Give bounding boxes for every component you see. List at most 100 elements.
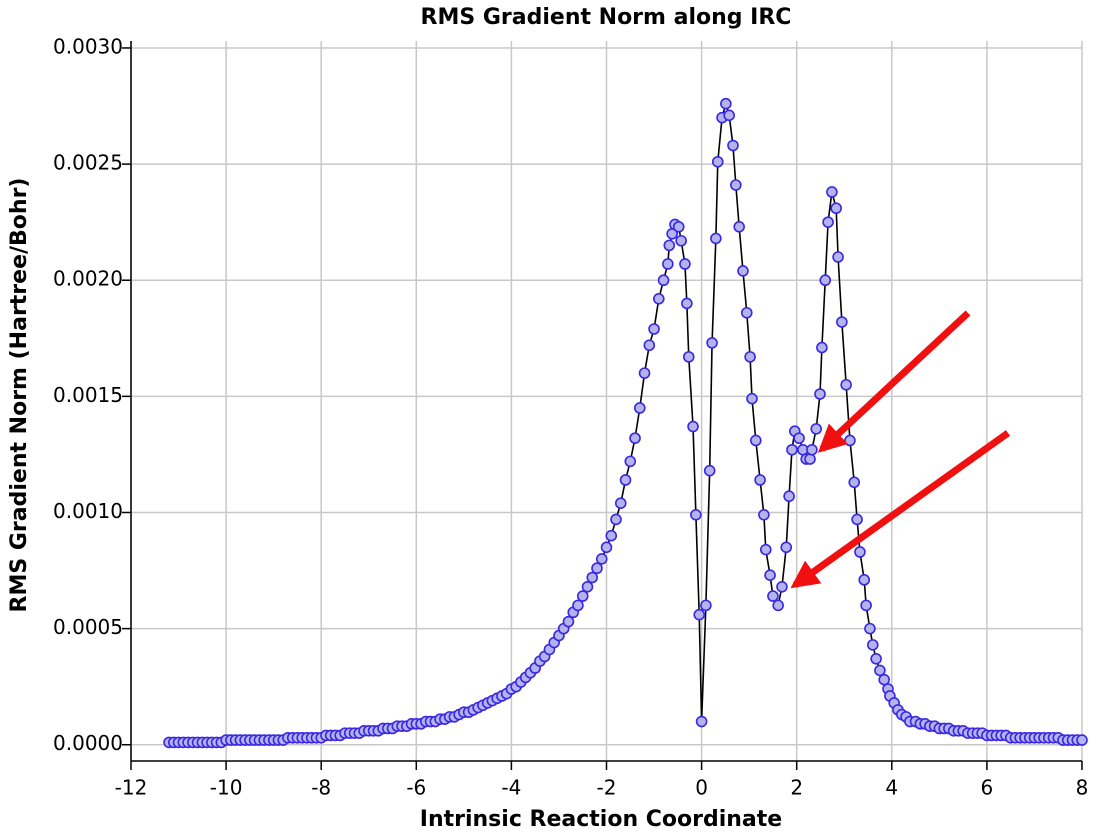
data-point xyxy=(822,216,834,228)
y-tick-label: 0.0030 xyxy=(53,34,123,58)
data-point xyxy=(679,258,691,270)
data-point xyxy=(629,432,641,444)
y-tick-label: 0.0020 xyxy=(53,267,123,291)
data-point xyxy=(858,574,871,586)
data-point xyxy=(586,571,599,584)
data-point xyxy=(662,258,674,270)
data-point xyxy=(562,615,575,628)
data-point xyxy=(595,553,608,565)
y-tick-label: 0.0005 xyxy=(53,615,123,639)
data-point xyxy=(819,274,832,287)
data-point xyxy=(614,497,627,509)
data-point xyxy=(746,392,758,405)
data-point xyxy=(737,265,749,277)
data-point xyxy=(610,513,622,526)
data-point xyxy=(633,402,646,414)
plot xyxy=(163,97,1088,749)
data-point xyxy=(864,622,876,635)
x-axis-title: Intrinsic Reaction Coordinate xyxy=(420,807,782,832)
data-point xyxy=(675,234,687,247)
data-point xyxy=(848,476,861,489)
data-point xyxy=(810,423,822,435)
data-point xyxy=(816,341,828,354)
annotation-arrow xyxy=(790,430,1011,589)
data-point xyxy=(619,474,632,486)
x-tick-label: -6 xyxy=(406,776,426,800)
x-tick-label: 0 xyxy=(695,776,708,800)
data-point xyxy=(806,443,818,456)
data-point xyxy=(605,529,618,542)
x-tick-label: -8 xyxy=(311,776,331,800)
data-point xyxy=(730,179,742,191)
data-point xyxy=(663,239,676,252)
data-point xyxy=(682,351,695,363)
data-point xyxy=(836,316,848,328)
chart-title: RMS Gradient Norm along IRC xyxy=(421,5,792,30)
x-tick-label: 8 xyxy=(1076,776,1089,800)
data-point xyxy=(740,306,753,319)
data-point xyxy=(832,251,844,263)
data-point xyxy=(772,599,784,612)
data-point xyxy=(695,715,708,728)
data-point xyxy=(581,581,594,593)
data-point xyxy=(711,155,724,168)
data-point xyxy=(804,453,816,465)
data-point xyxy=(854,546,866,558)
data-point xyxy=(870,653,882,665)
data-point xyxy=(814,388,826,400)
data-point xyxy=(793,432,805,444)
data-point xyxy=(727,139,739,152)
y-tick-label: 0.0015 xyxy=(53,383,123,407)
data-point xyxy=(638,367,651,379)
data-point xyxy=(851,513,863,526)
data-point xyxy=(744,351,756,363)
data-point xyxy=(830,202,842,215)
x-tick-label: 6 xyxy=(981,776,994,800)
data-point xyxy=(758,509,770,521)
data-point xyxy=(1076,734,1088,746)
data-point xyxy=(860,599,872,612)
data-point xyxy=(672,221,685,233)
x-tick-label: -12 xyxy=(115,776,148,800)
data-point xyxy=(786,443,798,456)
data-point xyxy=(643,339,656,352)
data-point xyxy=(759,543,772,556)
data-point xyxy=(826,186,838,198)
data-point xyxy=(690,509,702,521)
annotation-arrow xyxy=(817,310,971,453)
data-point xyxy=(576,590,589,602)
data-point xyxy=(653,293,665,305)
data-point xyxy=(780,541,793,554)
x-tick-label: -2 xyxy=(597,776,617,800)
axes: -12 -10 -8 -6 -4 -2 0 2 4 6 8 0.0000 0.0005 0.0010 0.0… xyxy=(53,34,1088,799)
data-point xyxy=(866,639,879,651)
y-tick-label: 0.0025 xyxy=(53,151,123,175)
data-point xyxy=(591,562,603,575)
data-point xyxy=(700,599,712,612)
data-point xyxy=(703,464,716,477)
data-point xyxy=(754,474,766,486)
data-point xyxy=(648,323,660,335)
data-point xyxy=(572,599,584,612)
data-point xyxy=(840,378,852,391)
data-point xyxy=(687,420,699,433)
data-point xyxy=(723,109,735,122)
data-point xyxy=(874,664,886,677)
data-point xyxy=(710,232,722,245)
data-point xyxy=(681,297,693,310)
y-axis-title: RMS Gradient Norm (Hartree/Bohr) xyxy=(7,178,32,613)
data-point xyxy=(624,455,637,468)
y-tick-label: 0.0010 xyxy=(53,499,123,523)
data-point xyxy=(693,608,706,621)
x-tick-label: -4 xyxy=(501,776,521,800)
data-point xyxy=(764,569,776,581)
data-point xyxy=(776,581,788,593)
x-tick-label: 2 xyxy=(790,776,803,800)
data-point xyxy=(720,97,732,110)
data-point xyxy=(844,434,856,447)
x-tick-label: 4 xyxy=(885,776,898,800)
x-tick-label: -10 xyxy=(210,776,243,800)
data-point xyxy=(750,434,762,447)
data-point xyxy=(767,590,779,602)
